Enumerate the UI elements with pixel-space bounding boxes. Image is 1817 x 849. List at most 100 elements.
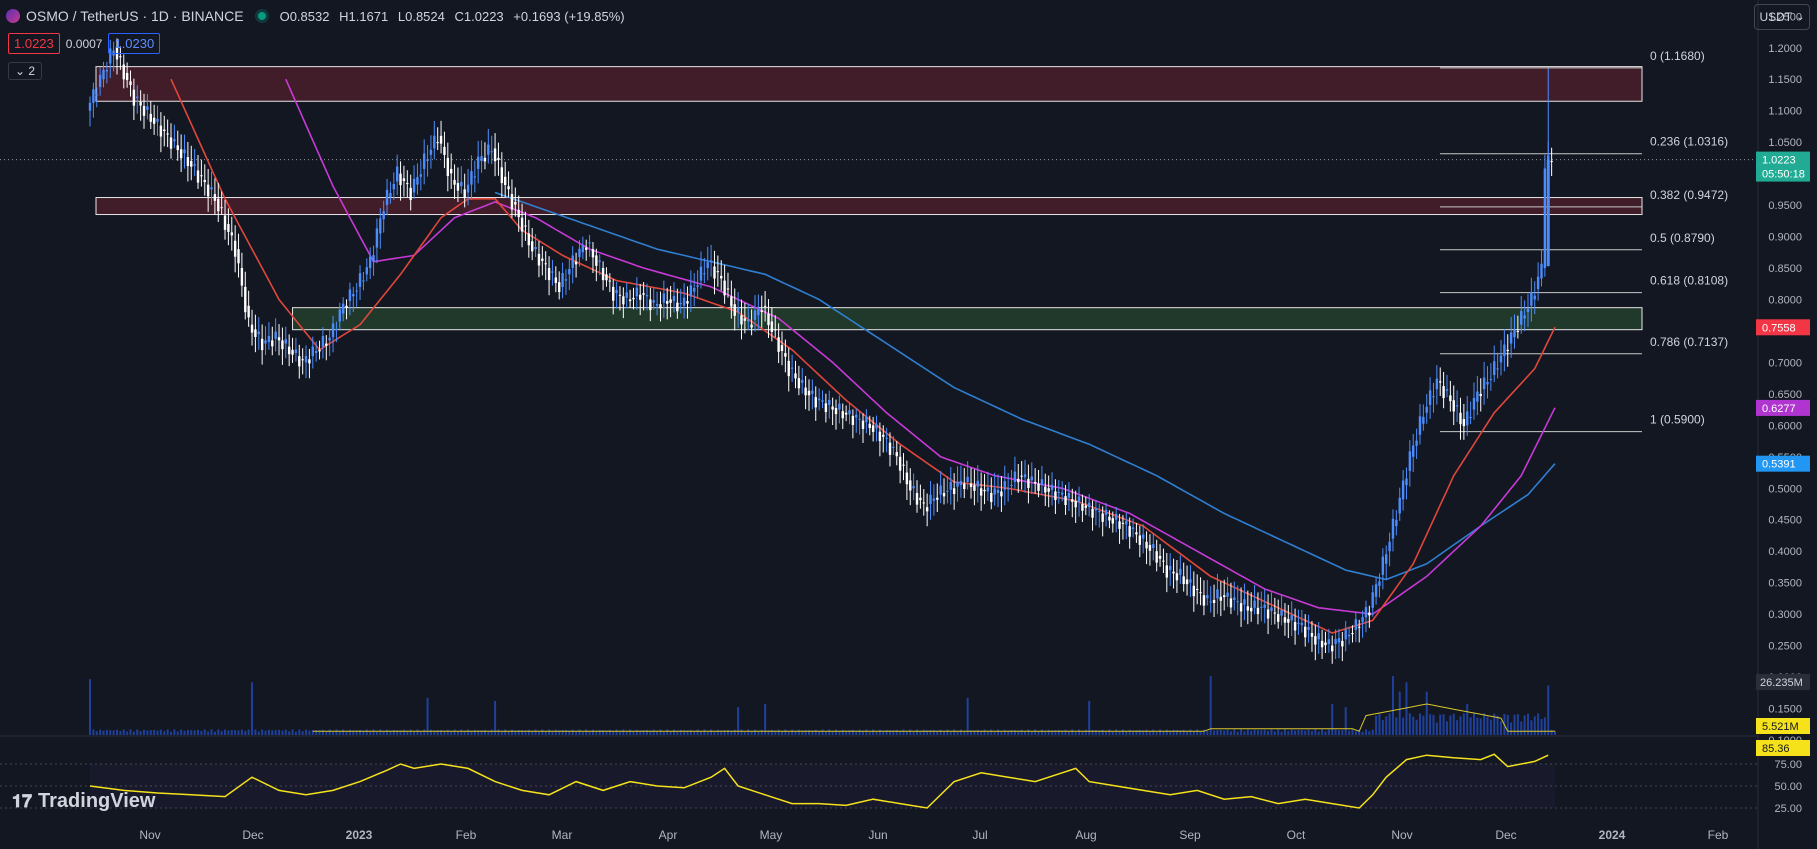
candle-body: [979, 488, 983, 496]
volume-badge-text: 26.235M: [1760, 677, 1803, 689]
volume-bar: [308, 730, 311, 735]
candle-body: [524, 225, 527, 227]
symbol-title[interactable]: OSMO / TetherUS · 1D · BINANCE: [26, 8, 244, 24]
volume-bar: [733, 729, 736, 735]
volume-bar: [1216, 730, 1219, 735]
volume-bar: [1010, 730, 1013, 735]
candle-body: [1378, 581, 1381, 586]
candle-body: [304, 355, 308, 363]
volume-bar: [234, 730, 237, 735]
volume-bar: [534, 729, 537, 735]
volume-bar: [359, 729, 362, 735]
candle-body: [774, 329, 777, 331]
candle-body: [888, 442, 892, 455]
candle-body: [588, 242, 591, 244]
time-label: Aug: [1075, 828, 1096, 842]
volume-bar: [369, 731, 372, 735]
volume-bar: [1256, 730, 1259, 735]
volume-bar: [983, 729, 986, 735]
volume-bar: [203, 729, 206, 735]
candle-body: [1317, 633, 1320, 640]
volume-bar: [1496, 715, 1499, 735]
candle-body: [1425, 406, 1428, 413]
currency-select[interactable]: USDT ⌄: [1754, 4, 1810, 30]
candle-body: [1543, 168, 1547, 269]
volume-bar: [132, 731, 135, 735]
candle-body: [1536, 276, 1540, 289]
volume-bar: [1115, 729, 1118, 735]
volume-bar: [946, 729, 949, 735]
volume-bar: [1240, 729, 1243, 735]
sell-button[interactable]: 1.0223: [8, 33, 60, 54]
candle-body: [1530, 292, 1533, 306]
ema_mid-line: [285, 78, 1556, 615]
volume-bar: [1510, 722, 1513, 735]
volume-bar: [1361, 731, 1364, 735]
candle-body: [1013, 471, 1017, 482]
volume-bar: [828, 729, 831, 735]
time-label: Jul: [972, 828, 987, 842]
volume-bar: [564, 729, 567, 735]
volume-bar: [865, 729, 868, 735]
candle-body: [1479, 393, 1482, 397]
candle-body: [183, 149, 186, 154]
volume-bar: [905, 731, 908, 735]
volume-bar: [149, 730, 152, 735]
volume-bar: [1145, 729, 1148, 735]
volume-bar: [156, 730, 159, 735]
candle-body: [520, 217, 524, 232]
candle-body: [838, 403, 841, 410]
volume-bar: [1186, 730, 1189, 735]
volume-bar: [723, 730, 726, 735]
candle-body: [1364, 607, 1368, 618]
indicators-toggle[interactable]: ⌄ 2: [8, 62, 43, 80]
volume-bar: [831, 731, 834, 735]
volume-bar: [1277, 729, 1280, 735]
candle-body: [1476, 391, 1479, 402]
candle-body: [456, 183, 460, 191]
candle-body: [1148, 544, 1152, 551]
candle-body: [1361, 617, 1364, 623]
candle-body: [574, 261, 578, 265]
candle-body: [271, 340, 274, 347]
volume-bar: [558, 730, 561, 735]
volume-bar: [531, 731, 534, 735]
volume-bar: [568, 730, 571, 735]
candle-body: [1074, 500, 1077, 508]
candle-body: [1307, 627, 1310, 630]
volume-bar: [676, 730, 679, 735]
buy-button[interactable]: 1.0230: [108, 33, 161, 54]
tradingview-logo[interactable]: 𝟏𝟕 TradingView: [12, 790, 155, 813]
volume-bar: [105, 729, 108, 735]
price-tick: 0.4000: [1768, 546, 1802, 558]
price-tick: 0.6500: [1768, 389, 1802, 401]
candle-body: [561, 273, 564, 287]
volume-bar: [170, 731, 173, 735]
volume-bar: [1081, 731, 1084, 735]
candle-body: [1084, 505, 1087, 508]
volume-bar: [477, 730, 480, 735]
candle-body: [152, 117, 156, 124]
candle-body: [446, 157, 450, 177]
volume-bar: [713, 731, 716, 735]
candle-body: [885, 437, 888, 439]
volume-bar: [1003, 729, 1006, 735]
price-tick: 0.1500: [1768, 704, 1802, 716]
candle-body: [649, 299, 652, 311]
candle-body: [223, 215, 227, 230]
volume-bar: [892, 730, 895, 735]
volume-bar: [899, 730, 902, 735]
volume-bar: [1051, 730, 1054, 735]
candle-body: [1202, 595, 1206, 606]
volume-bar: [1250, 730, 1253, 735]
candle-body: [608, 280, 612, 282]
volume-bar: [143, 729, 146, 735]
brand-name: TradingView: [38, 790, 156, 812]
candle-body: [1314, 636, 1317, 645]
volume-bar: [1405, 682, 1408, 735]
candle-body: [109, 48, 112, 64]
volume-bar: [615, 729, 618, 735]
candle-body: [1101, 513, 1104, 522]
candle-body: [1418, 416, 1422, 435]
